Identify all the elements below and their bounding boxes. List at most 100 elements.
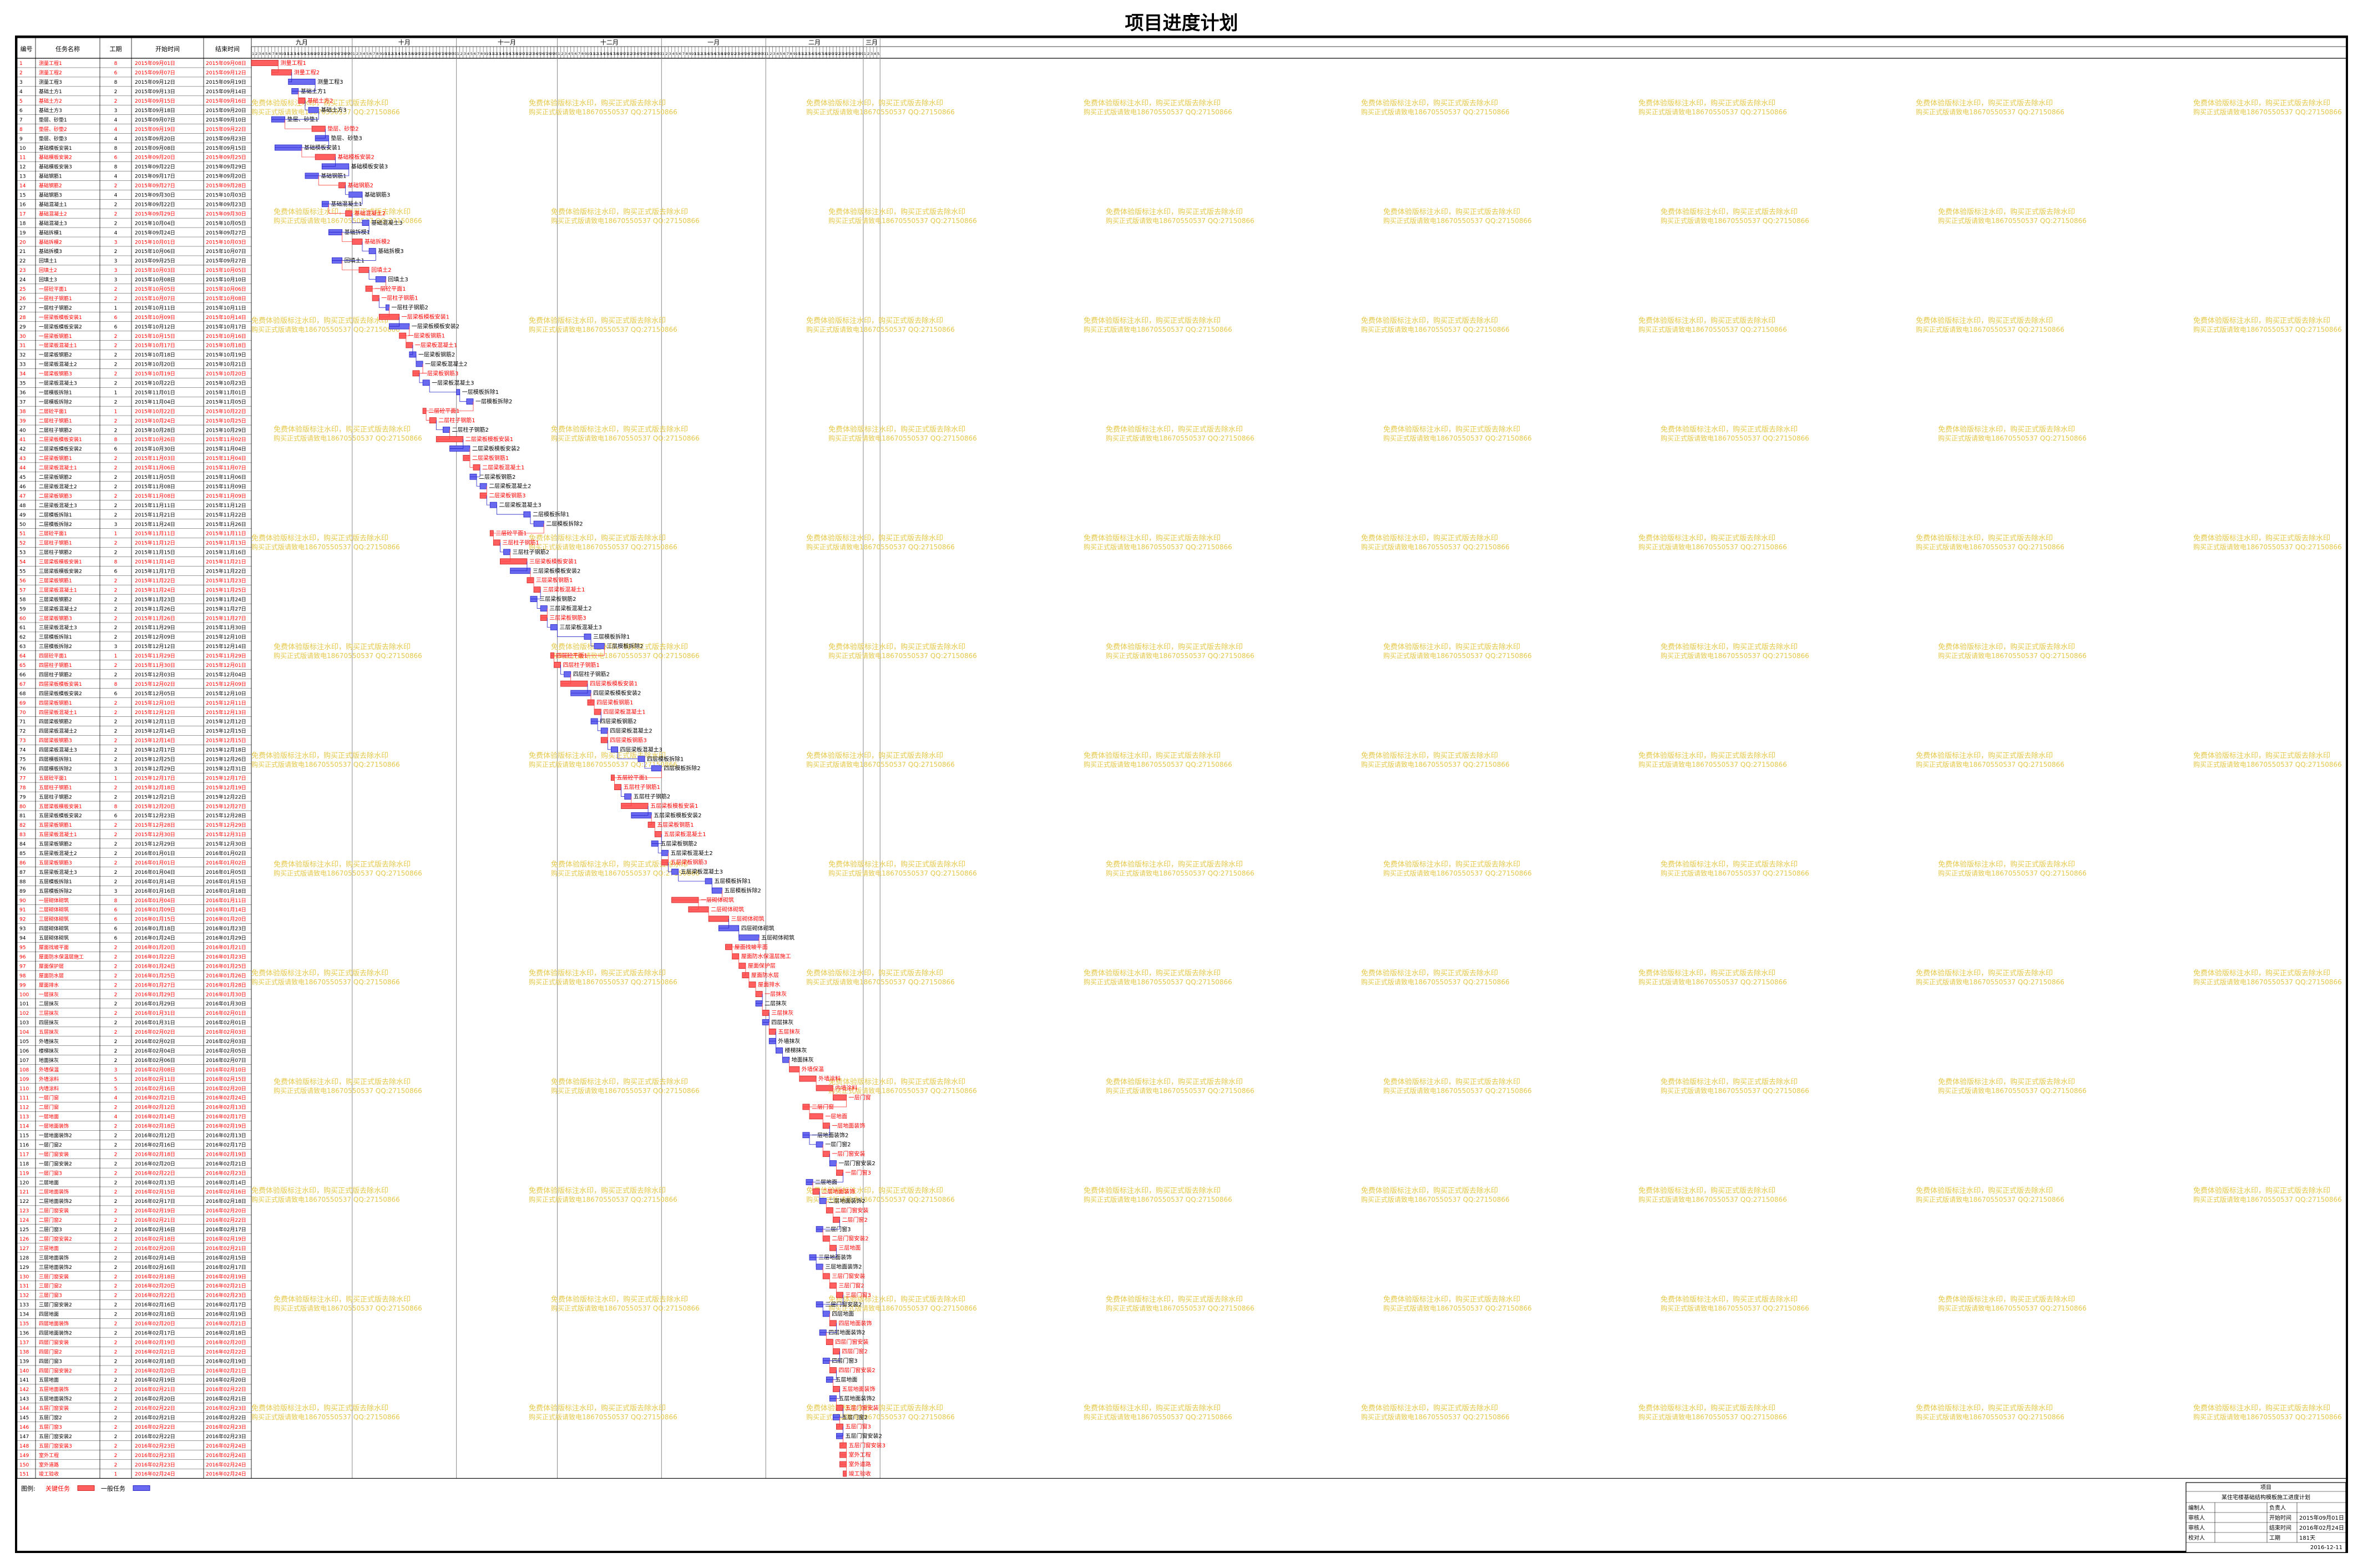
watermark-line: 购买正式版请致电18670550537 QQ:27150866 — [1938, 1086, 2087, 1095]
dependency-link — [342, 232, 352, 242]
task-name: 二层梁板混凝土2 — [39, 483, 77, 490]
task-start: 2015年11月01日 — [135, 389, 175, 396]
task-end: 2015年11月27日 — [206, 605, 246, 612]
gantt-bar — [637, 756, 645, 762]
task-id: 105 — [19, 1039, 29, 1045]
day-label: 28 — [342, 52, 346, 56]
watermark-line: 购买正式版请致电18670550537 QQ:27150866 — [551, 1086, 700, 1095]
task-duration: 2 — [114, 954, 118, 960]
task-name: 一层地面 — [39, 1114, 59, 1120]
gantt-bar-label: 三层地面 — [838, 1245, 861, 1252]
dependency-link — [588, 693, 591, 703]
task-end: 2016年02月01日 — [206, 1010, 246, 1016]
task-start: 2016年02月23日 — [135, 1452, 175, 1459]
task-duration: 2 — [114, 1058, 118, 1064]
gantt-bar-label: 外墙涂料 — [818, 1075, 841, 1083]
dependency-link — [833, 1408, 843, 1418]
watermark-line: 免费体验版标注水印，购买正式版去除水印 — [2193, 1186, 2330, 1195]
watermark-line: 购买正式版请致电18670550537 QQ:27150866 — [2193, 543, 2342, 551]
task-id: 148 — [19, 1444, 29, 1449]
task-end: 2016年01月14日 — [206, 907, 246, 913]
gantt-bar-label: 二层地面装饰2 — [828, 1197, 865, 1205]
gantt-bar-label: 二层梁板混凝土3 — [499, 502, 541, 509]
task-name: 屋面防水层 — [39, 972, 64, 979]
gantt-bar-label: 一层模板拆除1 — [462, 388, 499, 396]
task-end: 2015年12月04日 — [206, 671, 246, 678]
task-start: 2015年09月24日 — [135, 229, 175, 236]
watermark-line: 购买正式版请致电18670550537 QQ:27150866 — [1084, 978, 1232, 986]
day-label: 21 — [523, 52, 528, 56]
task-start: 2016年02月12日 — [135, 1104, 175, 1111]
task-start: 2015年09月13日 — [135, 88, 175, 95]
task-duration: 1 — [114, 654, 118, 659]
day-label: 3 — [669, 52, 671, 56]
task-start: 2016年02月08日 — [135, 1066, 175, 1073]
day-label: 24 — [429, 52, 433, 56]
task-start: 2015年12月17日 — [135, 775, 175, 781]
task-name: 二层门窗 — [39, 1104, 59, 1111]
task-end: 2015年10月23日 — [206, 380, 246, 387]
task-start: 2015年09月18日 — [135, 107, 175, 114]
gantt-bar-label: 一层地面 — [825, 1112, 847, 1120]
watermark-line: 购买正式版请致电18670550537 QQ:27150866 — [551, 216, 700, 225]
task-id: 8 — [19, 127, 23, 133]
task-start: 2015年10月22日 — [135, 380, 175, 387]
task-duration: 3 — [114, 277, 118, 283]
task-start: 2016年02月21日 — [135, 1348, 175, 1355]
gantt-bar-label: 一层门窗 — [849, 1094, 871, 1101]
gantt-bar-label: 二层柱子钢筋2 — [452, 426, 489, 433]
task-duration: 2 — [114, 1387, 118, 1393]
watermark-line: 免费体验版标注水印，购买正式版去除水印 — [1383, 643, 1520, 651]
task-start: 2016年02月21日 — [135, 1095, 175, 1101]
gantt-bar — [661, 849, 669, 856]
task-end: 2015年09月20日 — [206, 107, 246, 114]
task-duration: 2 — [114, 851, 118, 857]
day-label: 24 — [533, 52, 538, 56]
gantt-bar-label: 四层柱子钢筋1 — [563, 661, 600, 669]
task-start: 2016年02月17日 — [135, 1329, 175, 1336]
task-end: 2015年11月01日 — [206, 389, 246, 396]
gantt-bar-label: 二层门窗安装 — [835, 1207, 868, 1214]
dependency-link — [648, 815, 652, 825]
task-name: 二层梁板模板安装2 — [39, 446, 82, 452]
task-duration: 2 — [114, 221, 118, 226]
dependency-link — [725, 937, 760, 948]
task-id: 119 — [19, 1171, 29, 1176]
gantt-bar-label: 四层梁板钢筋1 — [596, 699, 633, 706]
task-start: 2015年09月22日 — [135, 164, 175, 170]
watermark-line: 免费体验版标注水印，购买正式版去除水印 — [806, 1186, 943, 1195]
task-end: 2016年01月25日 — [206, 963, 246, 969]
day-label: 29 — [651, 52, 655, 56]
task-duration: 6 — [114, 325, 118, 330]
task-duration: 2 — [114, 503, 118, 509]
task-end: 2015年11月06日 — [206, 474, 246, 480]
dependency-link — [318, 175, 339, 186]
gantt-bar-label: 基础拆模3 — [378, 247, 403, 255]
watermark-line: 购买正式版请致电18670550537 QQ:27150866 — [828, 869, 977, 877]
day-label: 19 — [412, 52, 417, 56]
watermark-line: 免费体验版标注水印，购买正式版去除水印 — [1084, 534, 1221, 543]
day-label: 25 — [537, 52, 541, 56]
gantt-bar-label: 四层梁板混凝土2 — [610, 727, 652, 734]
task-end: 2015年09月27日 — [206, 229, 246, 236]
watermark-line: 免费体验版标注水印，购买正式版去除水印 — [1661, 860, 1798, 869]
day-label: 27 — [644, 52, 649, 56]
task-id: 132 — [19, 1293, 29, 1299]
task-start: 2016年02月16日 — [135, 1226, 175, 1233]
task-duration: 2 — [114, 672, 118, 678]
watermark-line: 购买正式版请致电18670550537 QQ:27150866 — [1661, 216, 1809, 225]
gantt-bar-label: 二层梁板钢筋3 — [489, 492, 525, 499]
info-cell: 校对人 — [2188, 1534, 2205, 1541]
day-label: 2 — [356, 52, 358, 56]
gantt-bar — [775, 1047, 783, 1054]
task-id: 40 — [19, 428, 26, 433]
info-cell: 审核人 — [2188, 1514, 2205, 1521]
task-name: 二层地面装饰2 — [39, 1198, 72, 1205]
day-label: 21 — [318, 52, 322, 56]
task-end: 2016年02月10日 — [206, 1066, 246, 1073]
task-end: 2015年11月11日 — [206, 530, 246, 537]
watermark-line: 免费体验版标注水印，购买正式版去除水印 — [828, 1078, 965, 1086]
day-label: 25 — [637, 52, 642, 56]
task-end: 2015年12月11日 — [206, 700, 246, 706]
task-duration: 5 — [114, 1077, 118, 1083]
